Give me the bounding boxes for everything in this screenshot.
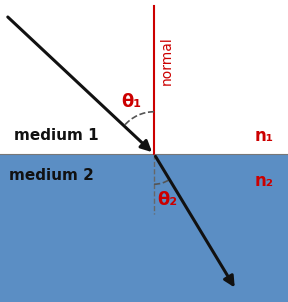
Text: n₁: n₁ bbox=[255, 127, 274, 145]
Text: θ₁: θ₁ bbox=[122, 93, 142, 111]
Bar bbox=[0, 154, 288, 302]
Text: medium 2: medium 2 bbox=[9, 168, 94, 183]
Text: medium 1: medium 1 bbox=[14, 128, 99, 143]
Bar bbox=[0, 0, 288, 154]
Text: normal: normal bbox=[160, 36, 174, 85]
Text: θ₂: θ₂ bbox=[157, 191, 177, 209]
Text: n₂: n₂ bbox=[255, 172, 274, 190]
